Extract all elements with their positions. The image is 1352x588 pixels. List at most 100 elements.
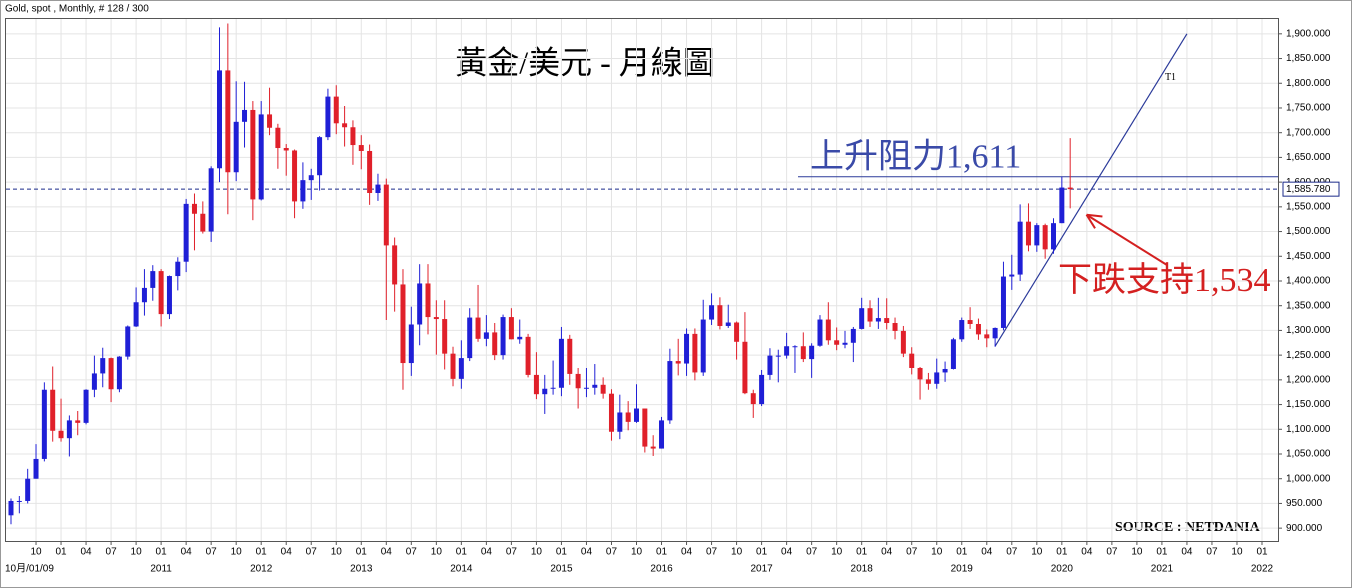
candle-body: [383, 184, 389, 246]
candle-body: [408, 324, 414, 364]
candle-body: [1051, 223, 1056, 250]
candle-body: [717, 305, 723, 326]
candle-body: [575, 373, 581, 389]
candle-body: [1059, 187, 1065, 224]
x-tick-label: 10: [431, 547, 443, 558]
x-tick-label: 04: [281, 547, 293, 558]
chart-title: 黃金/美元 - 月線圖: [455, 44, 715, 80]
year-label: 2022: [1251, 564, 1274, 575]
x-tick-label: 01: [656, 547, 668, 558]
candle-body: [950, 339, 956, 369]
candle-body: [400, 284, 406, 364]
x-tick-label: 07: [906, 547, 918, 558]
x-tick-label: 04: [481, 547, 493, 558]
candle-body: [175, 261, 181, 277]
candle-body: [650, 446, 656, 449]
candle-body: [500, 317, 506, 356]
candle-body: [1034, 225, 1040, 246]
y-tick-label: 1,900.000: [1286, 28, 1331, 39]
current-price-box: [1282, 181, 1340, 197]
y-tick-label: 1,800.000: [1286, 78, 1331, 89]
candle-body: [1000, 276, 1006, 328]
support-arrow-head: [1086, 213, 1103, 218]
header: Gold, spot , Monthly, # 128 / 300: [5, 4, 149, 15]
year-label: 2011: [150, 564, 172, 575]
y-tick-label: 1,500.000: [1286, 226, 1331, 237]
candle-body: [275, 127, 281, 149]
candle-body: [925, 379, 931, 384]
candle-body: [116, 356, 122, 390]
year-label: 2012: [250, 564, 273, 575]
candle-body: [283, 148, 289, 151]
y-tick-label: 1,250.000: [1286, 350, 1331, 361]
candle-body: [425, 283, 431, 318]
year-label: 2015: [550, 564, 573, 575]
x-tick-label: 07: [606, 547, 618, 558]
year-label: 2018: [851, 564, 874, 575]
candle-body: [375, 184, 381, 193]
candle-body: [917, 367, 923, 380]
candle-body: [1067, 187, 1073, 190]
candle-body: [300, 180, 306, 202]
candle-body: [759, 374, 765, 405]
candle-body: [367, 150, 373, 193]
candle-body: [133, 302, 139, 327]
x-tick-label: 10: [1231, 547, 1243, 558]
x-tick-label: 07: [306, 547, 318, 558]
candle-body: [433, 317, 439, 320]
candle-body: [242, 109, 248, 122]
candle-body: [684, 333, 690, 364]
y-tick-label: 1,050.000: [1286, 449, 1331, 460]
candle-body: [158, 271, 164, 315]
y-tick-label: 1,300.000: [1286, 325, 1331, 336]
x-tick-label: 10: [831, 547, 843, 558]
y-tick-label: 1,450.000: [1286, 251, 1331, 262]
candle-body: [58, 430, 64, 439]
y-tick-label: 1,150.000: [1286, 399, 1331, 410]
candle-body: [41, 389, 47, 459]
candle-body: [258, 114, 264, 200]
candle-body: [392, 245, 398, 285]
x-tick-label: 07: [706, 547, 718, 558]
trend-label: T1: [1165, 72, 1176, 83]
y-tick-label: 1,650.000: [1286, 152, 1331, 163]
candle-body: [709, 305, 715, 320]
x-tick-label: 01: [55, 547, 67, 558]
candle-body: [884, 318, 890, 324]
candle-body: [558, 338, 564, 388]
y-tick-label: 1,100.000: [1286, 424, 1331, 435]
x-tick-label: 04: [80, 547, 92, 558]
support-label: 下跌支持1,534: [1058, 261, 1271, 299]
candle-body: [542, 388, 548, 395]
candle-body: [183, 203, 189, 262]
y-tick-label: 1,200.000: [1286, 374, 1331, 385]
candle-body: [308, 175, 314, 181]
candle-body: [66, 420, 72, 439]
candle-body: [634, 408, 639, 422]
candle-body: [225, 70, 231, 173]
x-tick-label: 04: [1081, 547, 1093, 558]
candle-body: [742, 341, 748, 394]
y-tick-label: 1,850.000: [1286, 53, 1331, 64]
candle-body: [850, 328, 856, 343]
x-tick-label: 10: [331, 547, 343, 558]
candle-body: [892, 323, 898, 331]
candle-body: [909, 353, 915, 368]
x-tick-label: 04: [181, 547, 193, 558]
candle-body: [25, 478, 31, 501]
candle-body: [800, 346, 806, 360]
candle-body: [667, 361, 673, 421]
candle-body: [659, 420, 665, 449]
x-tick-label: 01: [1156, 547, 1168, 558]
y-tick-label: 1,350.000: [1286, 300, 1331, 311]
x-tick-label: 10: [731, 547, 743, 558]
candle-body: [1017, 221, 1023, 275]
x-tick-label: 07: [506, 547, 518, 558]
x-tick-label: 07: [1006, 547, 1018, 558]
year-label: 10月/01/09: [5, 563, 54, 575]
candle-body: [967, 320, 973, 324]
candle-body: [592, 384, 598, 388]
x-tick-label: 10: [1031, 547, 1043, 558]
candle-body: [50, 389, 56, 431]
candle-body: [567, 338, 573, 374]
